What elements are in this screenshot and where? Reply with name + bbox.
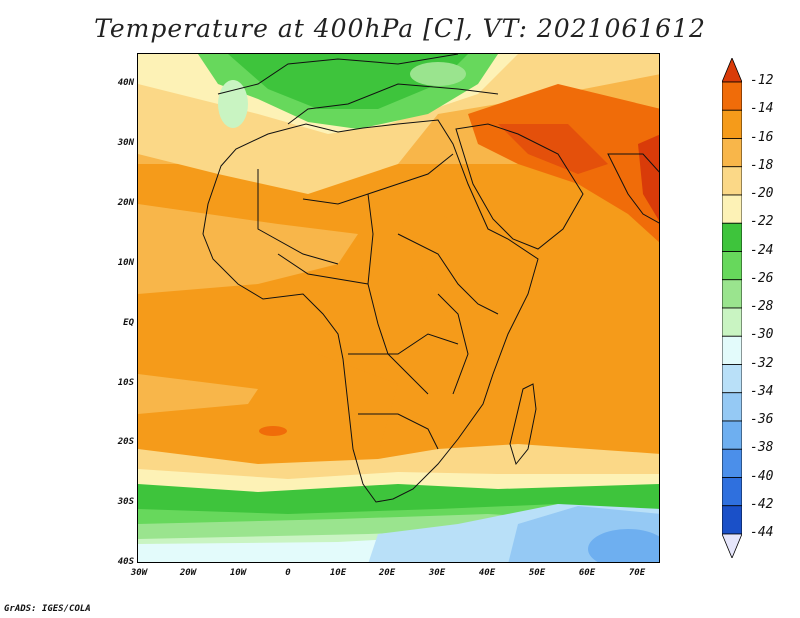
- border-5: [348, 333, 459, 355]
- map-title: Temperature at 400hPa [C], VT: 202106161…: [94, 14, 706, 43]
- lon-tick-40e: 40E: [478, 568, 496, 578]
- lon-tick-70e: 70E: [628, 568, 646, 578]
- border-4: [397, 233, 499, 315]
- colorbar-segment: [722, 307, 742, 337]
- colorbar-segment: [722, 420, 742, 450]
- colorbar-segment: [722, 166, 742, 196]
- colorbar-segment: [722, 222, 742, 252]
- colorbar-segment: [722, 448, 742, 478]
- lat-tick-eq: EQ: [123, 318, 134, 328]
- colorbar-label: -28: [750, 299, 774, 314]
- colorbar-segment: [722, 251, 742, 281]
- coast-europe: [217, 54, 499, 125]
- border-7: [277, 253, 369, 285]
- colorbar-segment: [722, 194, 742, 224]
- lat-tick-10s: 10S: [117, 378, 134, 388]
- field-north-green2: [228, 54, 468, 109]
- colorbar-label: -16: [750, 129, 774, 145]
- lat-tick-40n: 40N: [117, 78, 134, 88]
- colorbar-label: -12: [750, 73, 774, 88]
- lon-tick-10e: 10E: [329, 568, 347, 578]
- lon-tick-10w: 10W: [229, 568, 247, 578]
- colorbar-label: -44: [750, 525, 774, 540]
- field-tropics-yellow: [138, 204, 358, 294]
- colorbar-segment: [722, 279, 742, 309]
- border-3: [257, 169, 339, 265]
- lat-tick-20n: 20N: [117, 198, 134, 208]
- temperature-map: [137, 53, 660, 563]
- colorbar-segment: [722, 505, 742, 535]
- border-2: [367, 193, 429, 395]
- colorbar-label: -34: [750, 383, 774, 399]
- colorbar: [722, 58, 742, 558]
- field-hot-arabia: [498, 124, 608, 174]
- colorbar-label: -18: [750, 157, 774, 173]
- colorbar-segment: [722, 477, 742, 507]
- colorbar-segment: [722, 109, 742, 139]
- colorbar-top-arrow: [722, 58, 742, 83]
- field-east-africa: [398, 214, 618, 374]
- lon-tick-30w: 30W: [130, 568, 148, 578]
- field-atlantic-dark: [138, 334, 398, 464]
- colorbar-label: -14: [750, 101, 774, 117]
- coast-africa: [202, 119, 539, 503]
- field-yellow-tropics: [138, 374, 258, 414]
- colorbar-segment: [722, 392, 742, 422]
- colorbar-label: -22: [750, 214, 774, 230]
- border-8: [437, 293, 469, 395]
- lon-tick-50e: 50E: [528, 568, 546, 578]
- lat-tick-40s: 40S: [117, 557, 134, 567]
- colorbar-label: -36: [750, 412, 774, 427]
- colorbar-label: -26: [750, 270, 774, 286]
- field-hot-spot: [259, 426, 287, 436]
- coast-madagascar: [509, 383, 537, 466]
- lat-tick-20s: 20S: [117, 437, 134, 447]
- field-hot-east: [638, 134, 659, 221]
- border-6: [358, 413, 439, 450]
- lon-tick-0: 0: [285, 568, 291, 578]
- colorbar-bottom-arrow: [722, 533, 742, 558]
- credit-text: GrADS: IGES/COLA: [4, 604, 91, 614]
- lon-tick-30e: 30E: [428, 568, 446, 578]
- field-south-cream: [138, 469, 659, 494]
- colorbar-label: -32: [750, 355, 774, 371]
- field-med-green: [410, 62, 466, 86]
- colorbar-label: -24: [750, 242, 774, 258]
- colorbar-segment: [722, 138, 742, 168]
- coast-arabia: [455, 123, 584, 250]
- colorbar-label: -30: [750, 327, 774, 343]
- lon-tick-20e: 20E: [378, 568, 396, 578]
- lat-tick-30n: 30N: [117, 138, 134, 148]
- border-1: [302, 153, 454, 205]
- colorbar-label: -20: [750, 186, 774, 201]
- colorbar-segment: [722, 335, 742, 365]
- colorbar-label: -38: [750, 440, 774, 456]
- coast-india: [607, 153, 659, 224]
- colorbar-segment: [722, 364, 742, 394]
- lat-tick-10n: 10N: [117, 258, 134, 268]
- lat-tick-30s: 30S: [117, 497, 134, 507]
- field-south-blue3: [588, 529, 659, 562]
- colorbar-segment: [722, 81, 742, 111]
- lon-tick-60e: 60E: [578, 568, 596, 578]
- lon-tick-20w: 20W: [179, 568, 197, 578]
- colorbar-label: -40: [750, 468, 774, 484]
- colorbar-label: -42: [750, 496, 774, 512]
